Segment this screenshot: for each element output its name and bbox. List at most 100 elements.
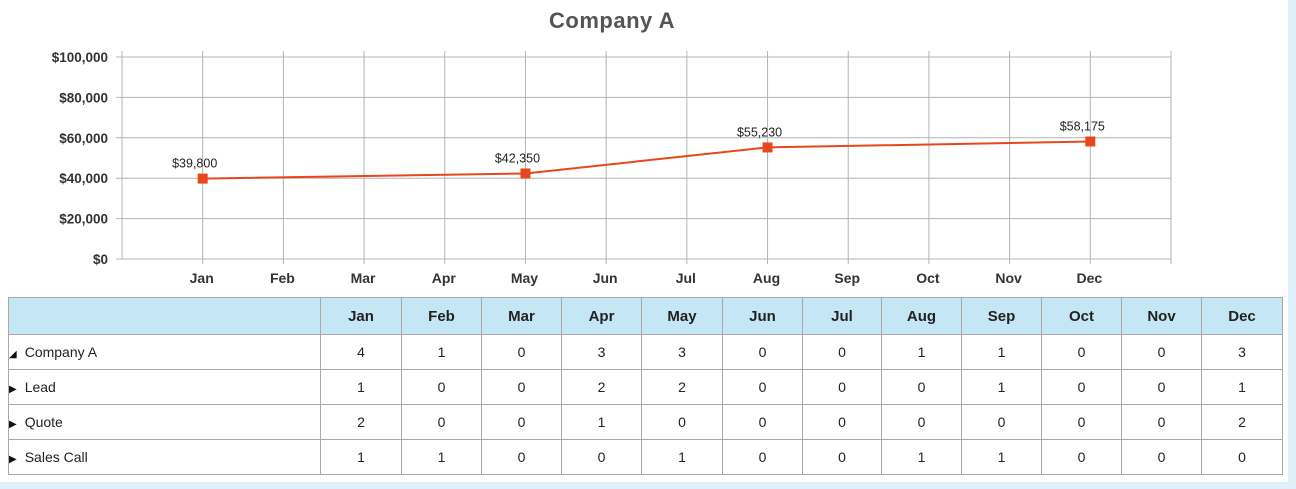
- table-cell: 0: [1121, 404, 1202, 440]
- table-header-blank: [8, 297, 321, 335]
- table-cell: 1: [1201, 369, 1283, 405]
- row-label: Lead: [24, 379, 56, 395]
- row-header: ▶ Lead: [8, 369, 321, 405]
- table-cell: 0: [722, 369, 803, 405]
- table-header-row: Jan Feb Mar Apr May Jun Jul Aug Sep Oct Nov Dec: [8, 297, 1283, 335]
- table-cell: 0: [802, 404, 882, 440]
- table-cell: 1: [320, 369, 402, 405]
- x-tick-label: Jun: [593, 270, 618, 286]
- column-header[interactable]: Aug: [881, 297, 962, 335]
- table-cell: 1: [401, 334, 482, 370]
- y-tick-label: $60,000: [59, 131, 108, 146]
- table-cell: 0: [481, 334, 562, 370]
- column-header[interactable]: Jan: [320, 297, 402, 335]
- table-row: ▶ Quote 2 0 0 1 0 0 0 0 0 0 0 2: [8, 404, 1283, 440]
- table-cell: 0: [1121, 334, 1202, 370]
- table-cell: 0: [1041, 334, 1122, 370]
- table-cell: 2: [1201, 404, 1283, 440]
- x-tick-label: Jan: [190, 270, 214, 286]
- table-cell: 0: [1201, 439, 1283, 475]
- table-cell: 0: [1041, 369, 1122, 405]
- x-tick-label: Sep: [834, 270, 860, 286]
- chart-title: Company A: [549, 8, 675, 33]
- x-tick-label: Aug: [753, 270, 780, 286]
- table-cell: 0: [561, 439, 642, 475]
- table-cell: 0: [881, 404, 962, 440]
- row-header: ▶ Sales Call: [8, 439, 321, 475]
- column-header[interactable]: Nov: [1121, 297, 1202, 335]
- table-cell: 0: [481, 404, 562, 440]
- column-header[interactable]: Jul: [802, 297, 882, 335]
- table-cell: 2: [641, 369, 723, 405]
- table-cell: 0: [481, 369, 562, 405]
- data-point-marker: [197, 173, 208, 184]
- y-tick-label: $0: [93, 252, 108, 267]
- table-cell: 2: [561, 369, 642, 405]
- table-row: ▶ Lead 1 0 0 2 2 0 0 0 1 0 0 1: [8, 369, 1283, 405]
- table-cell: 0: [1041, 404, 1122, 440]
- x-tick-label: Oct: [916, 270, 940, 286]
- table-cell: 0: [641, 404, 723, 440]
- data-label: $55,230: [737, 125, 782, 139]
- line-chart: $0 $20,000 $40,000 $60,000 $80,000 $100,000 Ja…: [52, 50, 1172, 286]
- data-point-marker: [1085, 136, 1096, 147]
- row-label: Quote: [24, 414, 63, 430]
- expand-triangle-icon[interactable]: ▶: [9, 419, 17, 430]
- row-label: Sales Call: [24, 449, 88, 465]
- table-cell: 0: [802, 439, 882, 475]
- column-header[interactable]: Oct: [1041, 297, 1122, 335]
- table-cell: 0: [401, 404, 482, 440]
- table-cell: 1: [401, 439, 482, 475]
- x-tick-label: Mar: [351, 270, 376, 286]
- table-cell: 0: [1121, 439, 1202, 475]
- data-table: Jan Feb Mar Apr May Jun Jul Aug Sep Oct Nov Dec ◢ Co…: [8, 297, 1283, 475]
- data-label: $42,350: [495, 151, 540, 165]
- table-cell: 0: [881, 369, 962, 405]
- table-cell: 0: [1121, 369, 1202, 405]
- table-cell: 0: [961, 404, 1042, 440]
- table-cell: 3: [1201, 334, 1283, 370]
- x-tick-label: Jul: [676, 270, 696, 286]
- row-header: ◢ Company A: [8, 334, 321, 370]
- column-header[interactable]: Sep: [961, 297, 1042, 335]
- table-cell: 0: [722, 439, 803, 475]
- expand-triangle-icon[interactable]: ▶: [9, 384, 17, 395]
- table-cell: 0: [401, 369, 482, 405]
- table-cell: 1: [641, 439, 723, 475]
- table-row: ▶ Sales Call 1 1 0 0 1 0 0 1 1 0 0 0: [8, 439, 1283, 475]
- x-tick-label: Feb: [270, 270, 295, 286]
- column-header[interactable]: Dec: [1201, 297, 1283, 335]
- data-point-marker: [520, 168, 531, 179]
- table-cell: 0: [802, 334, 882, 370]
- table-cell: 0: [722, 334, 803, 370]
- table-cell: 1: [961, 334, 1042, 370]
- row-header: ▶ Quote: [8, 404, 321, 440]
- data-label: $58,175: [1060, 119, 1105, 133]
- x-tick-label: Apr: [432, 270, 457, 286]
- column-header[interactable]: Feb: [401, 297, 482, 335]
- column-header[interactable]: Mar: [481, 297, 562, 335]
- x-tick-label: Nov: [995, 270, 1022, 286]
- data-label: $39,800: [172, 157, 217, 171]
- table-cell: 1: [961, 369, 1042, 405]
- table-cell: 1: [881, 334, 962, 370]
- y-tick-label: $100,000: [52, 50, 108, 65]
- y-tick-label: $40,000: [59, 171, 108, 186]
- table-cell: 3: [561, 334, 642, 370]
- table-cell: 1: [961, 439, 1042, 475]
- expand-triangle-icon[interactable]: ▶: [9, 454, 17, 465]
- chart-panel: Company A $0 $20,000 $40,000 $60,000 $80,000…: [0, 0, 1288, 482]
- table-cell: 0: [481, 439, 562, 475]
- table-cell: 0: [1041, 439, 1122, 475]
- table-cell: 2: [320, 404, 402, 440]
- column-header[interactable]: May: [641, 297, 723, 335]
- x-tick-label: Dec: [1076, 270, 1102, 286]
- y-tick-label: $20,000: [59, 212, 108, 227]
- row-label: Company A: [24, 344, 98, 360]
- table-cell: 1: [561, 404, 642, 440]
- table-cell: 3: [641, 334, 723, 370]
- column-header[interactable]: Jun: [722, 297, 803, 335]
- collapse-triangle-icon[interactable]: ◢: [9, 349, 17, 360]
- column-header[interactable]: Apr: [561, 297, 642, 335]
